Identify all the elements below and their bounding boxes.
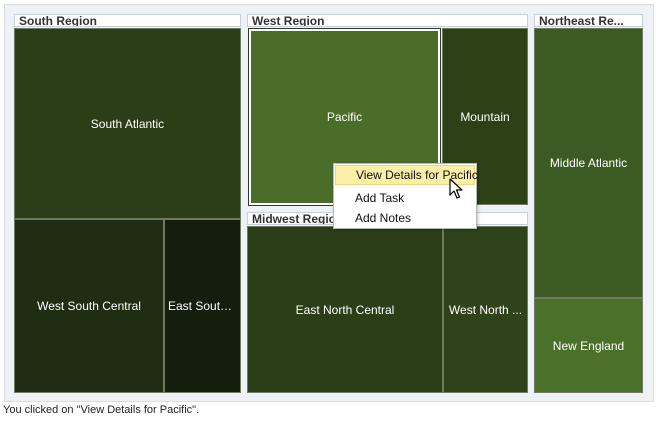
node-label: East North Central [295, 302, 395, 317]
node-east-north-central[interactable]: East North Central [247, 226, 443, 393]
status-message: You clicked on "View Details for Pacific… [3, 404, 200, 416]
menu-item-add-notes[interactable]: Add Notes [355, 211, 412, 225]
node-label: Pacific [326, 110, 363, 124]
node-west-south-central[interactable]: West South Central [14, 219, 164, 393]
node-label: New England [552, 338, 625, 353]
node-new-england[interactable]: New England [534, 298, 643, 393]
node-label: South Atlantic [90, 116, 165, 131]
group-header-west: West Region [247, 14, 528, 27]
menu-item-add-task[interactable]: Add Task [355, 191, 405, 205]
context-menu: View Details for Pacific Add Task Add No… [333, 163, 478, 229]
node-label: Mountain [460, 109, 510, 124]
mouse-pointer-icon [449, 178, 463, 199]
menu-item-view-details[interactable]: View Details for Pacific [335, 165, 478, 185]
group-header-northeast: Northeast Re... [534, 14, 643, 27]
node-label: East South ... [168, 299, 237, 313]
group-header-south: South Region [14, 14, 241, 27]
node-label: Middle Atlantic [549, 156, 628, 170]
node-east-south-central[interactable]: East South ... [164, 219, 241, 393]
node-label: West South Central [37, 299, 141, 313]
node-west-north-central[interactable]: West North ... [443, 226, 528, 393]
node-south-atlantic[interactable]: South Atlantic [14, 28, 241, 219]
node-middle-atlantic[interactable]: Middle Atlantic [534, 28, 643, 298]
node-label: West North ... [448, 302, 523, 317]
